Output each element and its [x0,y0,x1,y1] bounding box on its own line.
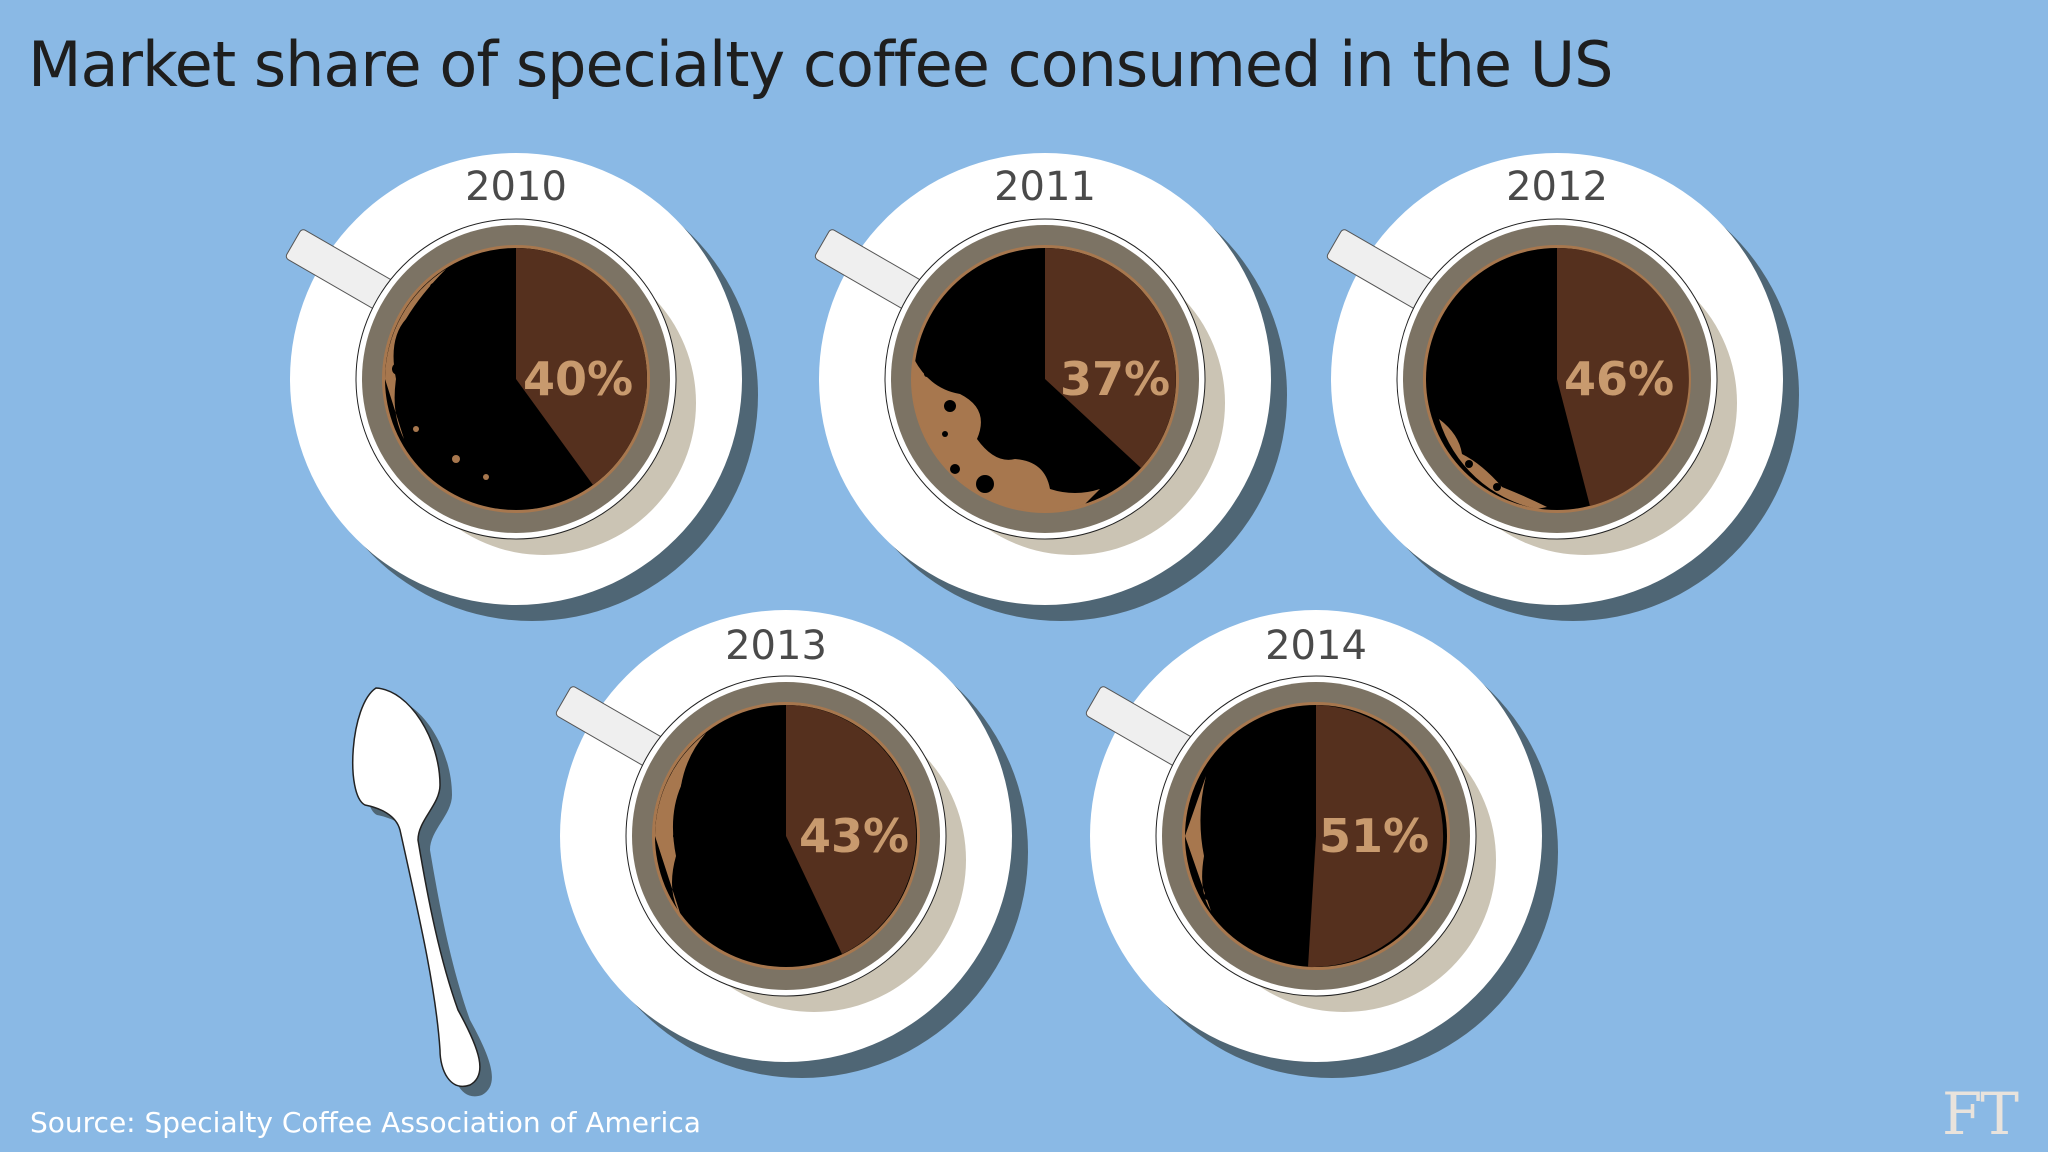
year-label-2011: 2011 [994,164,1096,210]
pie-slice-2013 [786,705,917,954]
year-label-2012: 2012 [1506,164,1608,210]
year-label-2013: 2013 [725,623,827,669]
pie-slice-2011 [1045,248,1176,468]
spoon-icon [351,687,492,1097]
pie-slice-2012 [1557,247,1689,506]
pie-label-2014: 51% [1319,809,1429,863]
chart-title: Market share of specialty coffee consume… [28,28,1614,101]
year-label-2010: 2010 [465,164,567,210]
pie-label-2010: 40% [523,352,633,406]
ft-logo: FT [1942,1080,2019,1148]
year-label-2014: 2014 [1265,623,1367,669]
cup-2014: 51% [1084,609,1559,1079]
source-note: Source: Specialty Coffee Association of … [30,1106,701,1139]
pie-slice-2010 [516,247,648,485]
pie-label-2013: 43% [799,809,909,863]
cup-2010: 40% [284,152,759,622]
pie-label-2011: 37% [1060,352,1170,406]
pie-label-2012: 46% [1564,352,1674,406]
cup-2012: 46% [1325,152,1800,622]
cup-2011: 37% [813,152,1288,622]
pie-slice-2014 [1308,705,1444,968]
cup-2013: 43% [554,609,1029,1079]
